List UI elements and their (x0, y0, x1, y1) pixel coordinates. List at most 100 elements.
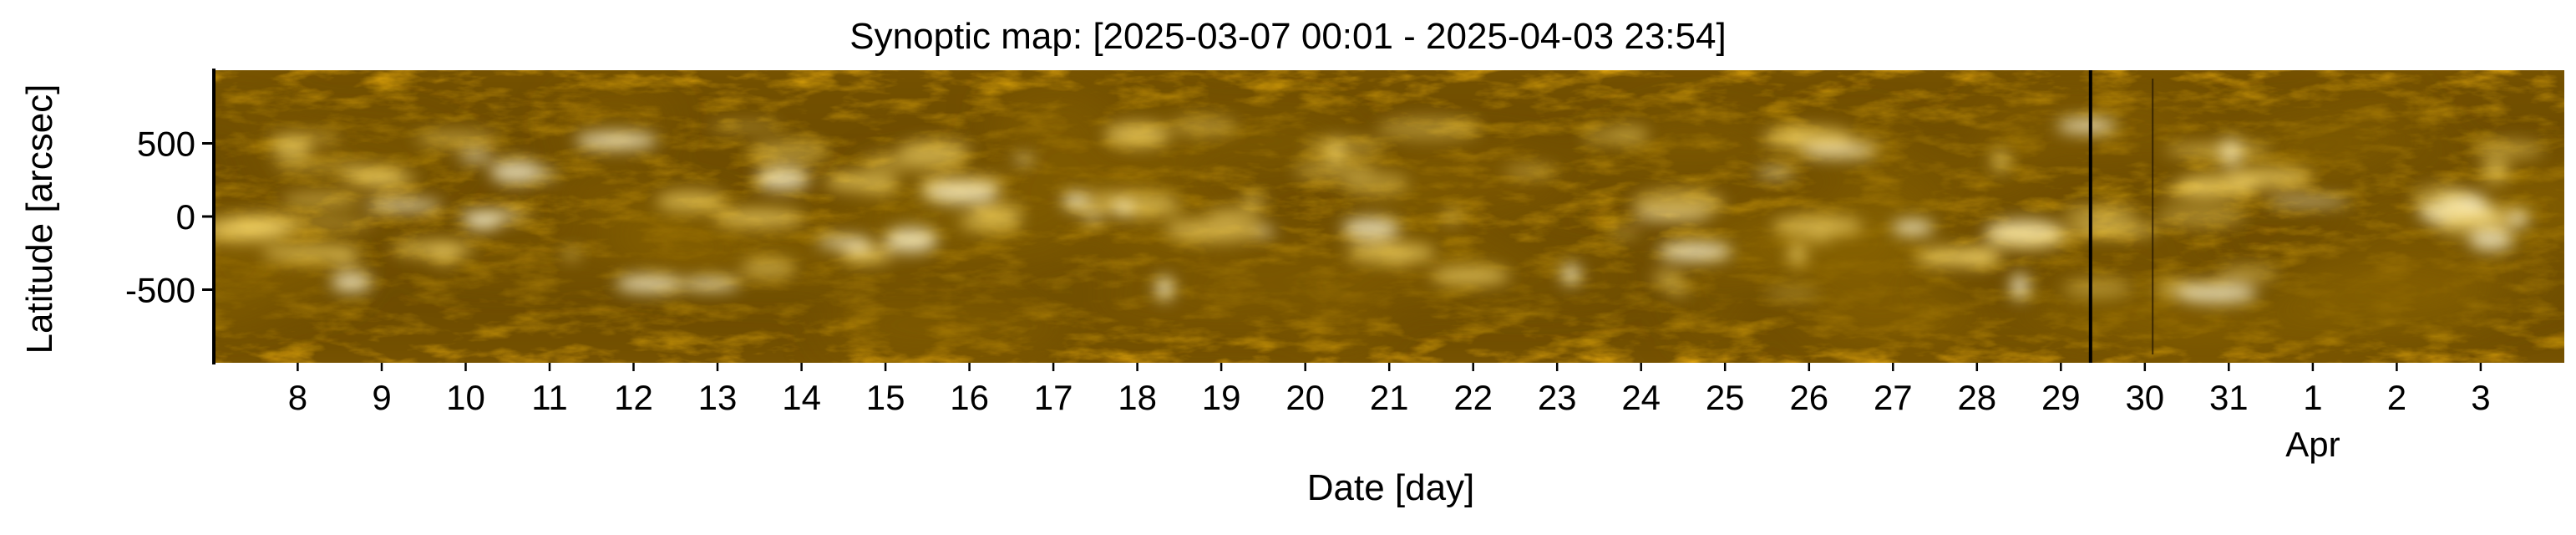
bright-patch (1757, 169, 1795, 176)
bright-patch (2062, 278, 2132, 298)
bright-patch (755, 167, 810, 191)
x-tick-label: 18 (1118, 378, 1157, 417)
bright-patch (2412, 185, 2467, 211)
bright-patch (1504, 166, 1556, 176)
x-tick-label: 22 (1453, 378, 1493, 417)
bright-patch (1657, 242, 1732, 262)
bright-patch (1582, 129, 1619, 144)
bright-patch (2481, 158, 2510, 184)
dark-patch (821, 298, 1072, 354)
dark-patch (2345, 201, 2434, 236)
bright-patch (2064, 222, 2158, 237)
bright-patch (1240, 194, 1266, 207)
dark-patch (2381, 258, 2564, 311)
bright-patch (1103, 122, 1171, 148)
x-tick-label: 24 (1621, 378, 1661, 417)
bright-patch (1913, 249, 2004, 267)
bright-patch (1346, 242, 1436, 264)
x-tick-label: 21 (1370, 378, 1409, 417)
bright-patch (1891, 219, 1935, 236)
x-tick-sublabel: Apr (2285, 425, 2340, 464)
bright-patch (1388, 257, 1407, 265)
x-axis-label: Date [day] (1306, 467, 1475, 508)
bright-patch (898, 140, 971, 161)
dark-patch (1568, 136, 1742, 173)
x-tick-label: 3 (2471, 378, 2490, 417)
bright-patch (267, 134, 342, 144)
bright-patch (1164, 218, 1265, 242)
bright-patch (459, 151, 494, 162)
bright-patch (1013, 155, 1034, 163)
bright-patch (707, 122, 783, 130)
bright-patch (214, 217, 289, 242)
bright-patch (2468, 229, 2514, 251)
bright-patch (414, 130, 499, 148)
plot-area (214, 70, 2564, 363)
bright-patch (1155, 276, 1174, 300)
bright-patch (561, 248, 582, 260)
x-tick-label: 2 (2387, 378, 2406, 417)
y-tick-label: 500 (137, 125, 195, 164)
bright-patch (1128, 208, 1156, 219)
y-axis-ticks: 500 0 -500 (125, 125, 214, 310)
bright-patch (1304, 137, 1385, 156)
bright-patch (261, 243, 362, 263)
x-tick-label: 27 (1874, 378, 1913, 417)
bright-patch (1081, 213, 1105, 222)
bright-patch (1989, 225, 2070, 249)
dark-patch (894, 242, 1123, 273)
x-tick-label: 9 (372, 378, 391, 417)
bright-patch (615, 274, 684, 293)
bright-patch (712, 208, 804, 228)
dark-patch (600, 202, 710, 271)
bright-patch (331, 272, 373, 293)
bright-patch (920, 177, 1007, 187)
bright-patch (574, 131, 658, 150)
bright-patch (1762, 126, 1854, 149)
bright-patch (884, 227, 938, 253)
x-tick-label: 31 (2209, 378, 2249, 417)
dark-patch (1103, 234, 1312, 278)
x-tick-label: 11 (531, 378, 568, 417)
bright-patch (2156, 204, 2246, 227)
bright-patch (680, 278, 741, 291)
bright-patch (428, 243, 460, 266)
bright-patch (1062, 192, 1089, 210)
bright-patch (271, 160, 366, 172)
bright-patch (1666, 286, 1691, 295)
x-axis-ticks: 8 9 10 11 12 13 14 15 16 17 18 19 20 21 22 23 24 25 26 27 28… (288, 363, 2491, 464)
x-tick-label: 10 (446, 378, 485, 417)
bright-patch (656, 190, 726, 212)
bright-patch (1169, 116, 1238, 137)
dark-patch (1303, 305, 1384, 350)
dark-patch (1676, 278, 1747, 346)
x-tick-label: 15 (866, 378, 905, 417)
bright-patch (2219, 266, 2278, 281)
y-tick-label: 0 (176, 197, 195, 237)
x-tick-label: 17 (1034, 378, 1073, 417)
bright-patch (1631, 190, 1725, 217)
bright-patch (2176, 283, 2258, 303)
dark-patch (990, 87, 1120, 155)
bright-patch (1430, 266, 1510, 285)
dark-patch (1810, 293, 1978, 346)
chart-title: Synoptic map: [2025-03-07 00:01 - 2025-0… (849, 16, 1727, 57)
bright-patch (364, 199, 443, 211)
bright-patch (959, 211, 1022, 232)
x-tick-label: 16 (950, 378, 989, 417)
bright-patch (281, 191, 361, 210)
dark-patch (1777, 255, 1954, 284)
active-region-patches (214, 116, 2543, 303)
x-tick-label: 1 (2303, 378, 2322, 417)
x-tick-label: 14 (782, 378, 821, 417)
bright-patch (1787, 126, 1804, 145)
data-gap-line (2152, 79, 2154, 354)
bright-patch (1787, 242, 1808, 267)
data-gap-line (2088, 70, 2092, 363)
bright-patch (839, 246, 895, 264)
bright-patch (1207, 209, 1265, 219)
x-tick-label: 13 (698, 378, 738, 417)
bright-patch (1342, 171, 1409, 196)
